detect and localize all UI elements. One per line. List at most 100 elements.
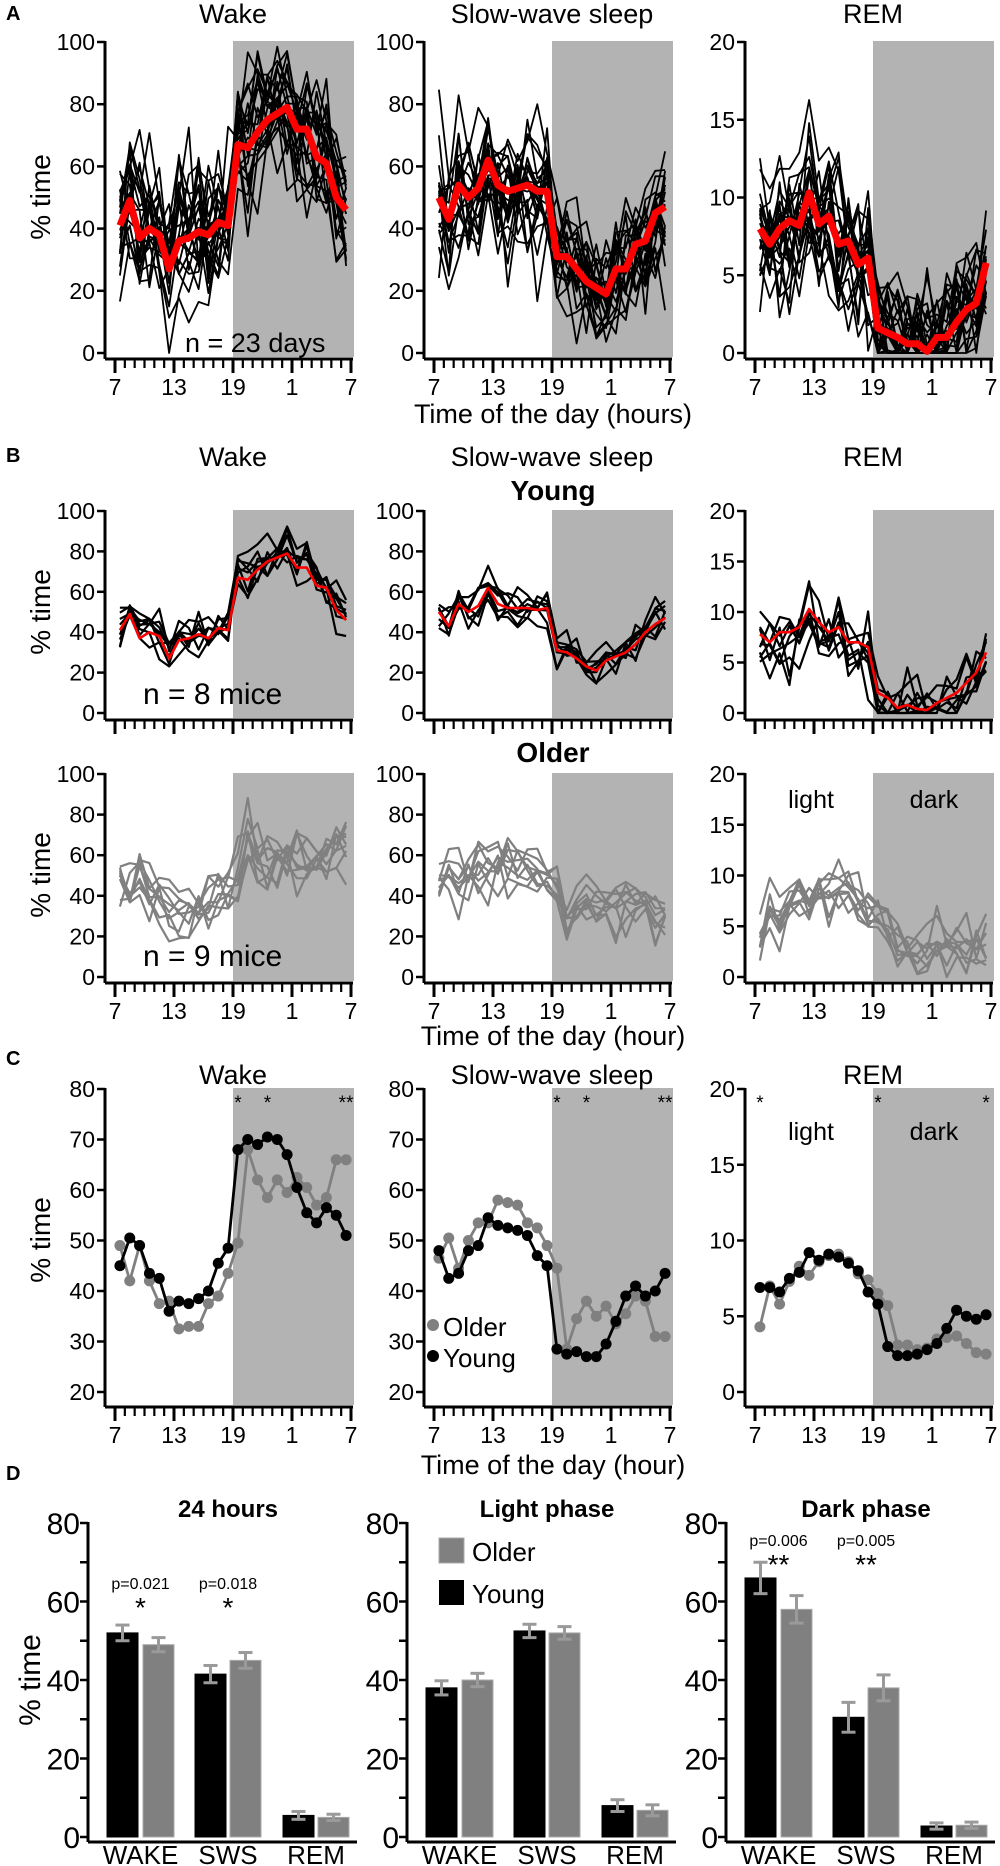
y-tick-label: 70 (69, 1127, 95, 1153)
data-point-young (281, 1149, 293, 1161)
y-tick-label: 100 (57, 29, 95, 55)
y-tick-label: 20 (69, 1379, 95, 1405)
panel-title: Slow-wave sleep (451, 0, 654, 29)
data-point-young (212, 1257, 224, 1269)
x-tick-label: 13 (480, 374, 506, 400)
data-point-young (620, 1290, 632, 1302)
data-point-older (252, 1174, 264, 1186)
data-point-young (502, 1222, 514, 1234)
data-point-young (590, 1351, 602, 1363)
y-tick-label: 10 (709, 863, 735, 889)
data-point-older (980, 1348, 992, 1360)
category-label: SWS (198, 1840, 257, 1866)
data-point-young (541, 1260, 553, 1272)
y-tick-label: 60 (388, 842, 414, 868)
y-tick-label: 40 (47, 1665, 80, 1698)
data-point-older (462, 1235, 474, 1246)
x-tick-label: 7 (985, 998, 998, 1024)
data-point-young (833, 1251, 845, 1263)
significance-star: * (264, 1093, 272, 1114)
y-axis-label: % time (25, 569, 56, 655)
y-tick-label: 40 (69, 216, 95, 242)
panel-letter: A (6, 3, 20, 25)
mean-trace (759, 607, 988, 712)
y-tick-label: 80 (388, 538, 414, 564)
y-tick-label: 0 (382, 1822, 399, 1855)
y-tick-label: 30 (69, 1329, 95, 1355)
x-tick-label: 7 (664, 1422, 677, 1448)
y-tick-label: 40 (69, 883, 95, 909)
category-label: REM (925, 1840, 983, 1866)
individual-trace (438, 588, 667, 663)
data-point-older (754, 1321, 766, 1333)
data-point-young (951, 1304, 963, 1316)
y-tick-label: 40 (69, 1278, 95, 1304)
y-tick-label: 0 (722, 700, 735, 726)
data-point-older (541, 1240, 553, 1252)
category-label: WAKE (422, 1840, 498, 1866)
data-point-young (531, 1250, 543, 1262)
data-point-older (183, 1320, 195, 1332)
category-label: SWS (517, 1840, 576, 1866)
x-tick-label: 7 (109, 374, 122, 400)
data-point-young (222, 1242, 234, 1254)
x-tick-label: 7 (345, 374, 358, 400)
data-point-young (764, 1281, 776, 1293)
data-point-older (862, 1274, 874, 1286)
significance-star: ** (339, 1093, 354, 1114)
y-tick-label: 0 (63, 1822, 80, 1855)
y-tick-label: 60 (69, 153, 95, 179)
x-tick-label: 7 (985, 1422, 998, 1448)
bar-older (142, 1644, 175, 1838)
data-point-young (330, 1209, 342, 1221)
data-point-older (124, 1275, 136, 1287)
x-tick-label: 1 (926, 374, 939, 400)
significance-star: * (982, 1093, 990, 1114)
data-point-young (960, 1310, 972, 1322)
data-point-older (774, 1298, 786, 1310)
y-tick-label: 0 (82, 964, 95, 990)
p-value-label: p=0.018 (199, 1576, 257, 1593)
x-tick-label: 13 (801, 998, 827, 1024)
data-point-older (193, 1320, 205, 1332)
dark-phase-shading (552, 773, 673, 981)
y-axis-label: % time (25, 1197, 56, 1283)
y-tick-label: 20 (47, 1744, 80, 1777)
individual-trace (118, 849, 348, 943)
data-point-young (941, 1322, 953, 1334)
data-point-older (173, 1323, 185, 1335)
mean-trace (116, 103, 349, 273)
panel-b-older-2: 0 5 10 15 20 7 13 19 1 7 (709, 761, 997, 1024)
data-point-young (754, 1281, 766, 1293)
data-point-young (193, 1293, 205, 1305)
data-point-older (882, 1300, 894, 1312)
light-phase-label: light (788, 1118, 834, 1146)
bar-older (780, 1608, 813, 1838)
data-point-older (551, 1262, 563, 1274)
data-point-older (261, 1192, 273, 1204)
data-point-young (252, 1139, 264, 1151)
y-tick-label: 20 (709, 1076, 735, 1102)
data-point-older (630, 1290, 642, 1302)
data-point-young (901, 1350, 913, 1362)
significance-star: * (874, 1093, 882, 1114)
y-tick-label: 5 (722, 1303, 735, 1329)
panel-title: REM (843, 1060, 903, 1090)
data-point-young (311, 1217, 323, 1229)
data-point-older (340, 1154, 352, 1166)
y-tick-label: 20 (388, 278, 414, 304)
x-tick-label: 13 (801, 374, 827, 400)
data-point-young (453, 1267, 465, 1279)
y-tick-label: 80 (388, 91, 414, 117)
data-point-older (492, 1194, 504, 1206)
y-tick-label: 0 (701, 1822, 718, 1855)
category-label: SWS (836, 1840, 895, 1866)
y-axis-label: % time (25, 154, 56, 240)
n-annotation: n = 9 mice (143, 940, 282, 973)
y-axis-label: % time (14, 1634, 47, 1726)
data-point-older (649, 1330, 661, 1342)
y-tick-label: 50 (69, 1228, 95, 1254)
data-point-young (143, 1267, 155, 1279)
x-tick-label: 19 (220, 1422, 246, 1448)
